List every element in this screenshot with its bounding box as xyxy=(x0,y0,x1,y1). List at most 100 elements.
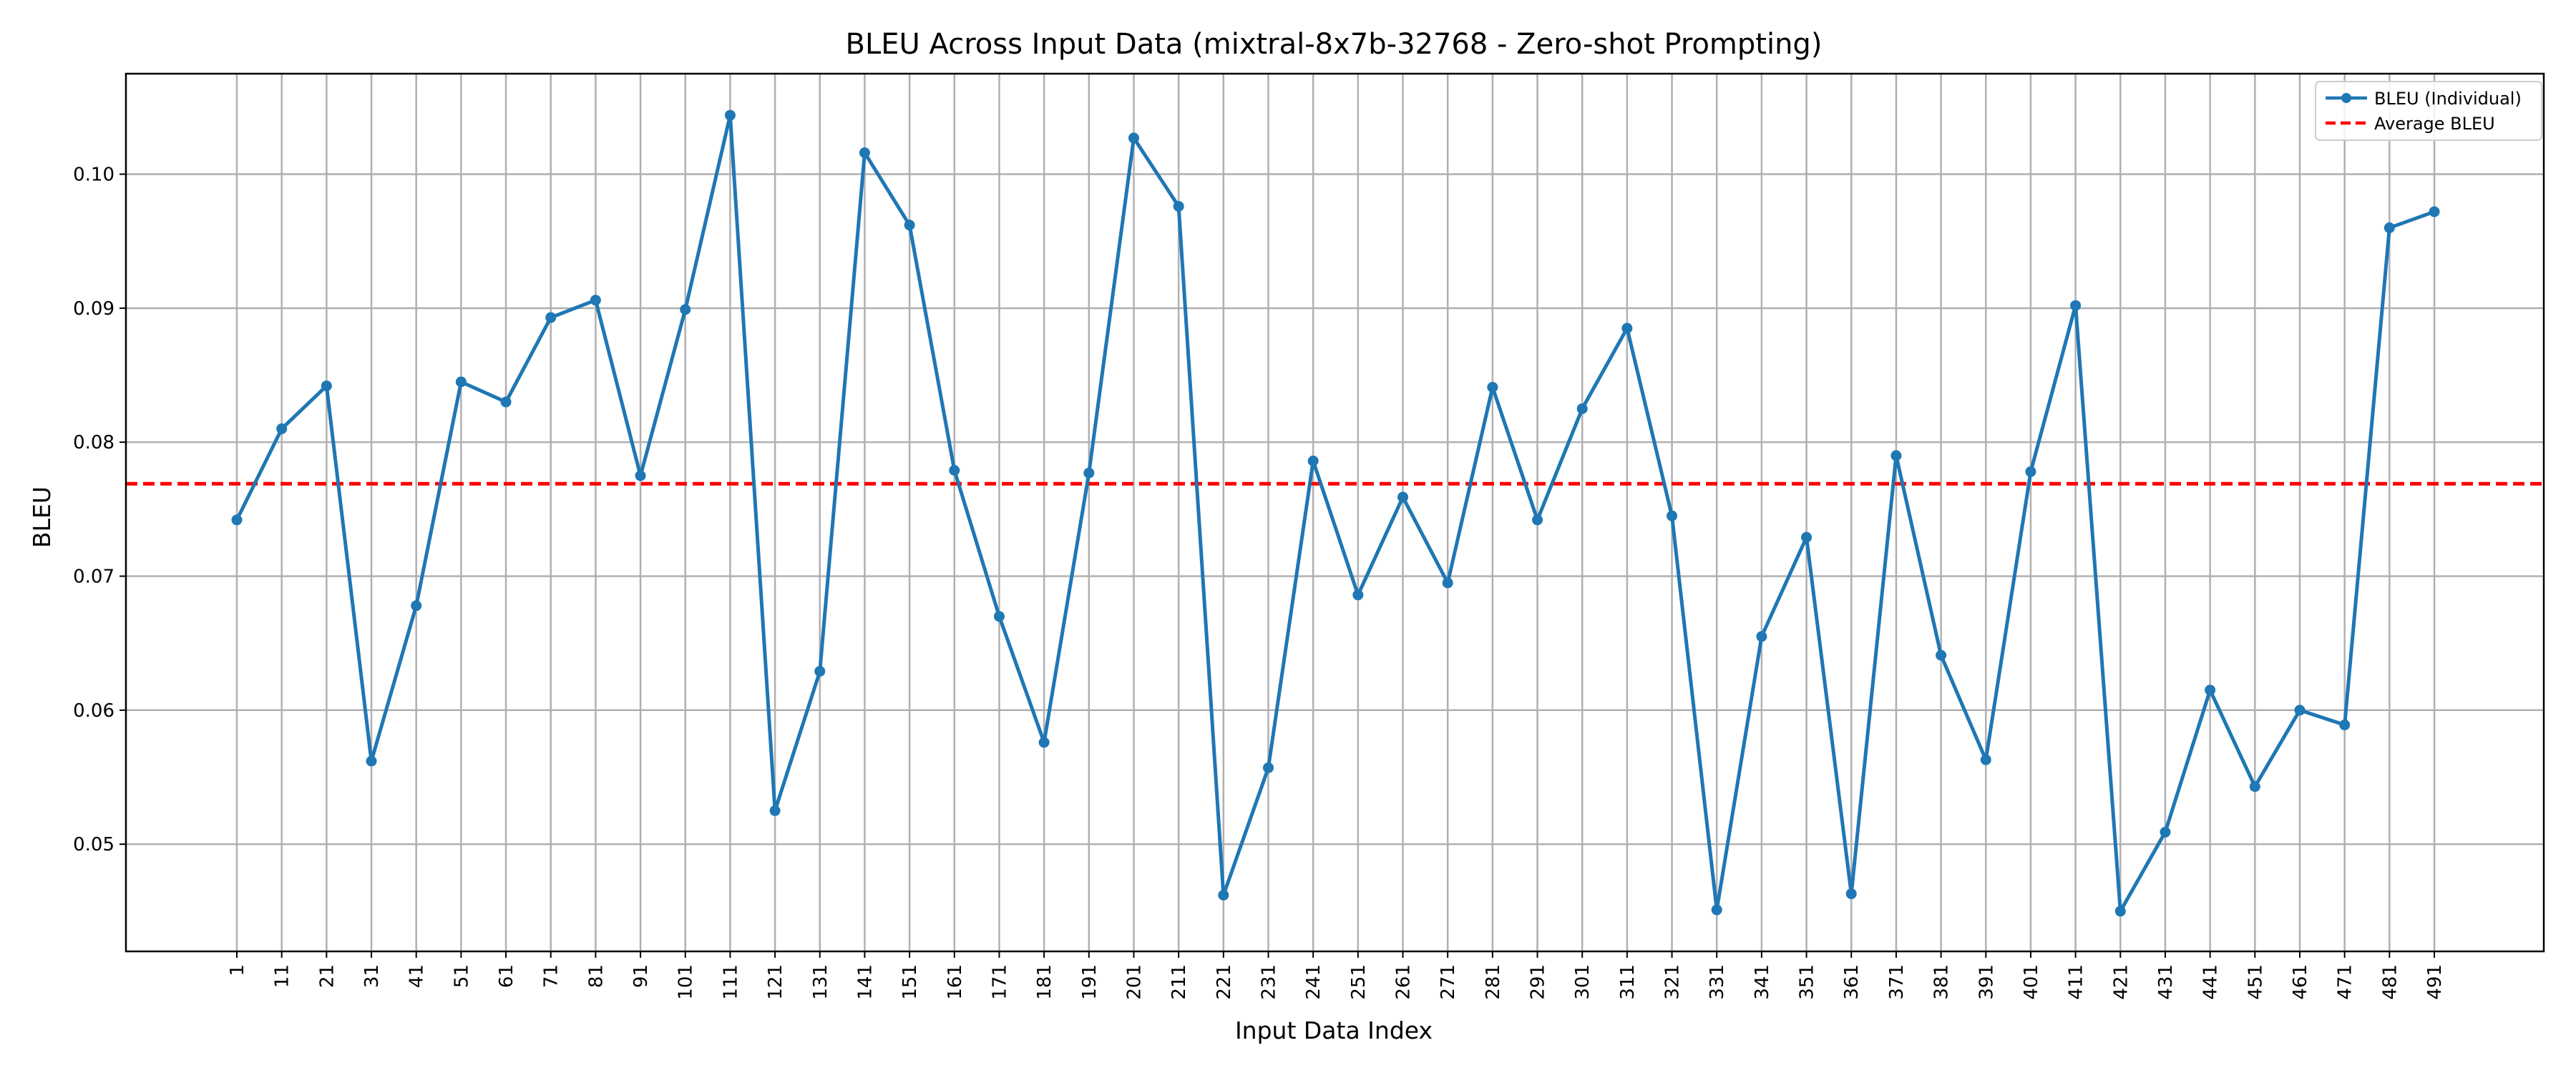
bleu-point xyxy=(366,755,377,767)
x-tick-label: 111 xyxy=(720,964,741,1000)
bleu-point xyxy=(2070,300,2082,311)
x-tick-label: 291 xyxy=(1528,964,1549,1000)
bleu-point xyxy=(500,396,512,408)
legend-box xyxy=(2315,81,2542,141)
x-tick-label: 351 xyxy=(1797,964,1818,1000)
bleu-point xyxy=(2384,222,2395,233)
grid-lines xyxy=(126,74,2544,951)
y-tick-label: 0.07 xyxy=(73,566,114,587)
bleu-point xyxy=(904,220,915,231)
x-tick-label: 141 xyxy=(854,964,876,1000)
bleu-point xyxy=(724,109,736,121)
bleu-point xyxy=(411,600,422,612)
x-tick-label: 161 xyxy=(945,964,966,1000)
x-tick-label: 31 xyxy=(361,964,383,988)
x-tick-label: 481 xyxy=(2379,964,2401,1000)
bleu-point xyxy=(2294,705,2306,716)
bleu-point xyxy=(1397,491,1409,503)
bleu-point xyxy=(949,464,960,476)
x-tick-label: 221 xyxy=(1214,964,1235,1000)
bleu-point xyxy=(321,380,332,391)
x-tick-label: 251 xyxy=(1348,964,1370,1000)
bleu-point xyxy=(680,304,691,315)
bleu-point xyxy=(2025,466,2036,477)
x-tick-label: 11 xyxy=(272,964,293,988)
bleu-point xyxy=(1352,589,1364,601)
x-tick-label: 151 xyxy=(899,964,921,1000)
x-tick-label: 411 xyxy=(2066,964,2087,1000)
x-tick-label: 61 xyxy=(496,964,517,988)
series-layer xyxy=(231,109,2440,917)
legend-marker-bleu-individual xyxy=(2341,93,2351,103)
y-tick-label: 0.09 xyxy=(73,298,114,320)
bleu-point xyxy=(993,611,1005,622)
x-tick-label: 321 xyxy=(1662,964,1684,1000)
bleu-point xyxy=(231,514,243,526)
x-tick-label: 241 xyxy=(1303,964,1324,1000)
x-tick-label: 391 xyxy=(1976,964,1997,1000)
bleu-point xyxy=(1845,888,1857,899)
plot-frame xyxy=(125,72,2545,953)
bleu-point xyxy=(2339,719,2351,730)
x-tick-label: 91 xyxy=(630,964,652,988)
bleu-point xyxy=(2205,685,2216,696)
bleu-point xyxy=(590,295,601,306)
bleu-point xyxy=(1442,577,1453,589)
bleu-point xyxy=(1801,531,1813,543)
bleu-point xyxy=(1756,631,1767,642)
bleu-individual-line xyxy=(235,113,2435,913)
y-axis-label: BLEU xyxy=(28,486,56,548)
x-tick-label: 441 xyxy=(2200,964,2222,1000)
bleu-point xyxy=(1621,323,1633,334)
x-tick-label: 81 xyxy=(585,964,607,988)
bleu-point xyxy=(635,470,646,481)
bleu-point xyxy=(1218,889,1229,901)
x-tick-label: 211 xyxy=(1169,964,1190,1000)
bleu-point xyxy=(545,312,557,323)
x-tick-label: 1 xyxy=(227,964,248,976)
x-tick-label: 261 xyxy=(1393,964,1415,1000)
x-tick-label: 21 xyxy=(316,964,338,988)
y-tick-label: 0.06 xyxy=(73,700,114,722)
x-tick-label: 451 xyxy=(2245,964,2266,1000)
bleu-point xyxy=(2249,781,2260,793)
bleu-point xyxy=(1980,754,1991,765)
x-tick-label: 421 xyxy=(2110,964,2132,1000)
bleu-point xyxy=(455,376,467,388)
x-axis-ticks: 1 11 21 31 41 51 61 71 81 91 101 111 121 131 141 151 161… xyxy=(227,951,2446,1000)
y-tick-label: 0.10 xyxy=(73,164,114,185)
x-tick-label: 71 xyxy=(541,964,562,988)
bleu-point xyxy=(1083,467,1095,479)
bleu-point xyxy=(1890,450,1902,461)
legend-label-bleu-individual: BLEU (Individual) xyxy=(2374,89,2522,109)
x-tick-label: 331 xyxy=(1707,964,1728,1000)
x-tick-label: 51 xyxy=(451,964,472,988)
x-tick-label: 171 xyxy=(989,964,1010,1000)
y-tick-label: 0.05 xyxy=(73,834,114,856)
x-tick-label: 41 xyxy=(406,964,428,988)
bleu-point xyxy=(769,805,781,816)
x-tick-label: 101 xyxy=(675,964,697,1000)
bleu-point xyxy=(2160,826,2171,838)
x-tick-label: 271 xyxy=(1438,964,1459,1000)
bleu-point xyxy=(2429,206,2440,217)
legend-label-average-bleu: Average BLEU xyxy=(2374,114,2495,134)
x-tick-label: 131 xyxy=(810,964,831,1000)
bleu-point xyxy=(1262,762,1274,773)
bleu-point xyxy=(1576,403,1588,414)
x-tick-label: 181 xyxy=(1034,964,1055,1000)
x-tick-label: 341 xyxy=(1752,964,1773,1000)
bleu-point xyxy=(1667,510,1678,521)
bleu-point xyxy=(814,665,826,677)
y-tick-label: 0.08 xyxy=(73,432,114,454)
x-axis-label: Input Data Index xyxy=(1235,1016,1433,1044)
bleu-point xyxy=(1532,514,1543,526)
bleu-point xyxy=(1173,200,1184,212)
x-tick-label: 281 xyxy=(1483,964,1504,1000)
bleu-point xyxy=(1307,455,1319,466)
bleu-point xyxy=(276,423,288,434)
chart-title: BLEU Across Input Data (mixtral-8x7b-327… xyxy=(846,28,1823,61)
bleu-point xyxy=(1487,381,1498,393)
x-tick-label: 121 xyxy=(765,964,786,1000)
